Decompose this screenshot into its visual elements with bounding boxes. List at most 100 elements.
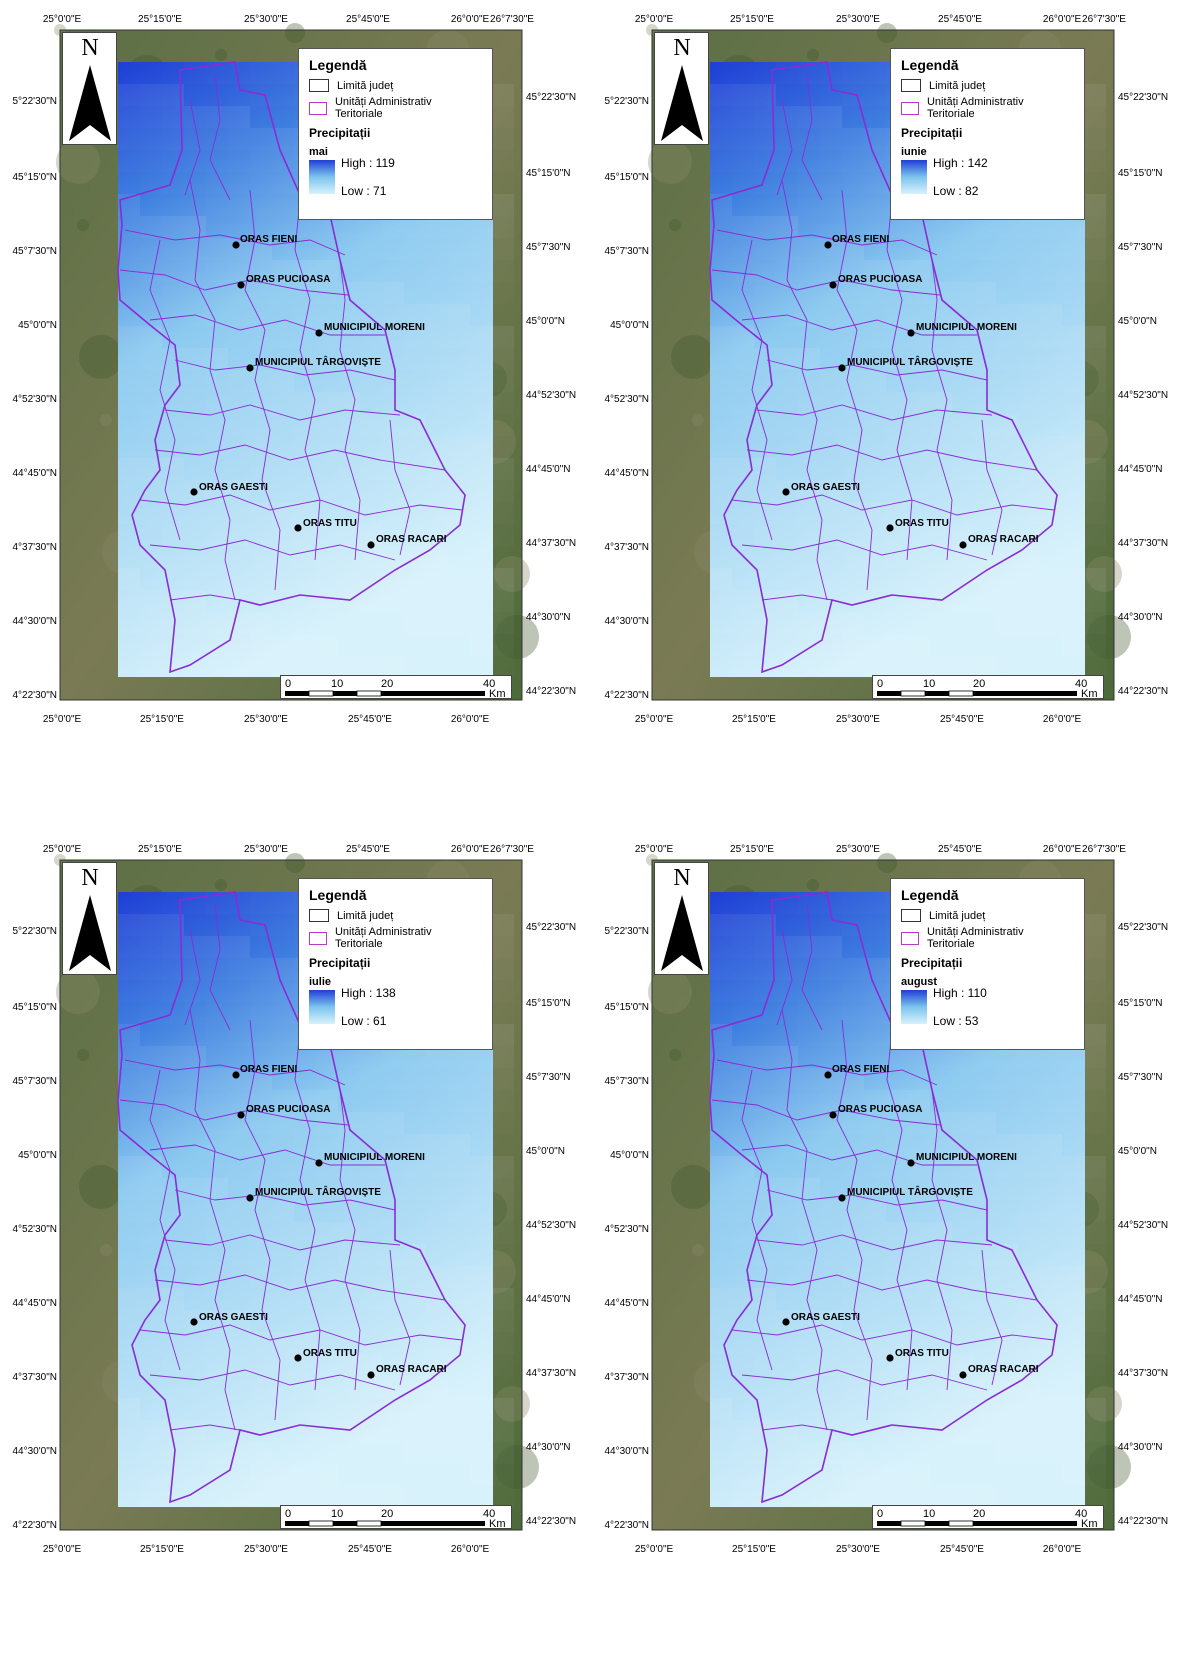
precip-map-panel: ORAS FIENI ORAS PUCIOASA MUNICIPIUL MORENI… <box>592 0 1184 830</box>
graticule-label-right: 45°15'0"N <box>1118 168 1163 179</box>
graticule-label-bottom: 25°0'0"E <box>43 1544 82 1555</box>
graticule-label-top: 25°0'0"E <box>635 14 674 25</box>
scale-segment <box>381 691 485 696</box>
legend-item-uat: Unități Administrativ Teritoriale <box>309 926 482 950</box>
legend-low: Low : 53 <box>933 1014 979 1028</box>
scale-segment <box>308 1520 334 1527</box>
legend-high: High : 110 <box>933 986 987 1000</box>
city-label: ORAS FIENI <box>240 1064 297 1075</box>
uat-boundary <box>184 99 201 196</box>
city-point <box>294 1354 302 1362</box>
graticule-label-right: 45°22'30"N <box>1118 922 1168 933</box>
legend-high: High : 138 <box>341 986 396 1000</box>
uat-boundary <box>766 359 988 381</box>
graticule-label-bottom: 25°0'0"E <box>43 714 82 725</box>
scale-segment <box>356 690 382 697</box>
graticule-label-right: 45°0'0"N <box>1118 316 1157 327</box>
graticule-label-left: 45°15'0"N <box>13 172 58 183</box>
map-legend: Legendă Limită județ Unități Administrat… <box>890 878 1085 1050</box>
uat-boundary <box>389 419 411 556</box>
graticule-label-left: 45°7'30"N <box>13 246 58 257</box>
graticule-label-right: 44°37'30"N <box>526 1368 576 1379</box>
graticule-label-left: 4°22'30"N <box>13 1520 58 1531</box>
uat-boundary <box>741 539 988 561</box>
uat-boundary <box>139 1324 463 1346</box>
uat-swatch <box>901 101 919 115</box>
county-swatch <box>901 79 921 92</box>
legend-month: august <box>901 976 938 988</box>
uat-boundary <box>776 99 793 196</box>
graticule-label-top: 25°15'0"E <box>138 14 182 25</box>
graticule-label-left: 4°22'30"N <box>605 690 650 701</box>
scale-tick: 0 <box>877 1508 883 1520</box>
city-label: ORAS TITU <box>895 1348 949 1359</box>
graticule-label-bottom: 25°15'0"E <box>140 714 184 725</box>
graticule-label-left: 44°45'0"N <box>605 1298 650 1309</box>
graticule-label-right: 44°37'30"N <box>1118 538 1168 549</box>
graticule-label-left: 4°37'30"N <box>13 1372 58 1383</box>
city-point <box>190 488 198 496</box>
uat-boundary <box>244 1019 281 1421</box>
north-arrow-icon <box>69 895 111 971</box>
city-point <box>829 281 837 289</box>
graticule-label-top: 26°7'30"E <box>490 844 534 855</box>
graticule-label-right: 44°22'30"N <box>526 686 576 697</box>
north-letter: N <box>673 35 690 61</box>
legend-high: High : 119 <box>341 156 395 170</box>
scale-segment <box>948 690 974 697</box>
uat-boundary <box>339 1089 361 1391</box>
graticule-label-left: 45°15'0"N <box>13 1002 58 1013</box>
graticule-label-right: 44°52'30"N <box>1118 1220 1168 1231</box>
scale-segment <box>877 691 901 696</box>
scale-unit: Km <box>489 1518 506 1530</box>
uat-boundary <box>339 259 361 561</box>
graticule-label-bottom: 25°0'0"E <box>635 1544 674 1555</box>
uat-boundary <box>716 229 938 256</box>
legend-uat-label: Unități Administrativ Teritoriale <box>926 96 1024 120</box>
graticule-label-bottom: 26°0'0"E <box>1043 714 1082 725</box>
graticule-label-right: 45°22'30"N <box>526 922 576 933</box>
precip-map-panel: ORAS FIENI ORAS PUCIOASA MUNICIPIUL MORENI… <box>0 830 592 1660</box>
city-label: ORAS PUCIOASA <box>838 274 922 285</box>
graticule-label-left: 4°22'30"N <box>605 1520 650 1531</box>
graticule-label-right: 44°30'0"N <box>526 612 571 623</box>
uat-boundary <box>741 1369 988 1391</box>
graticule-label-right: 44°30'0"N <box>1118 1442 1163 1453</box>
scale-tick: 20 <box>381 1508 393 1520</box>
city-point <box>959 541 967 549</box>
legend-precip-label: Precipitații <box>901 126 963 140</box>
city-point <box>782 1318 790 1326</box>
graticule-label-right: 44°22'30"N <box>1118 686 1168 697</box>
graticule-label-left: 44°45'0"N <box>13 1298 58 1309</box>
uat-boundary <box>741 239 773 541</box>
scale-tick: 0 <box>877 678 883 690</box>
scale-bar: 0 10 20 40 Km <box>280 1505 512 1530</box>
graticule-label-right: 45°22'30"N <box>1118 92 1168 103</box>
uat-boundary <box>766 1189 988 1211</box>
north-arrow: N <box>654 862 709 975</box>
scale-segment <box>356 1520 382 1527</box>
graticule-label-top: 25°0'0"E <box>43 844 82 855</box>
graticule-label-left: 44°30'0"N <box>605 616 650 627</box>
legend-county-label: Limită județ <box>929 909 986 922</box>
city-label: MUNICIPIUL TÂRGOVIȘTE <box>255 355 381 368</box>
north-arrow: N <box>62 862 117 975</box>
legend-month: iulie <box>309 976 332 988</box>
uat-boundary <box>836 189 873 591</box>
scale-segment <box>877 1521 901 1526</box>
graticule-label-right: 44°52'30"N <box>1118 390 1168 401</box>
graticule-label-top: 26°7'30"E <box>1082 14 1126 25</box>
scale-tick: 10 <box>923 678 935 690</box>
north-arrow: N <box>62 32 117 145</box>
ramp-swatch <box>309 990 335 1024</box>
graticule-label-bottom: 25°30'0"E <box>244 1544 288 1555</box>
legend-month: iunie <box>901 146 927 158</box>
north-arrow-icon <box>69 65 111 141</box>
legend-uat-label: Unități Administrativ Teritoriale <box>334 96 432 120</box>
graticule-label-right: 44°45'0"N <box>1118 1294 1163 1305</box>
graticule-label-bottom: 25°45'0"E <box>940 714 984 725</box>
graticule-label-right: 45°7'30"N <box>526 242 571 253</box>
uat-boundary <box>756 1234 993 1251</box>
city-label: ORAS GAESTI <box>791 482 860 493</box>
graticule-label-bottom: 25°30'0"E <box>836 714 880 725</box>
